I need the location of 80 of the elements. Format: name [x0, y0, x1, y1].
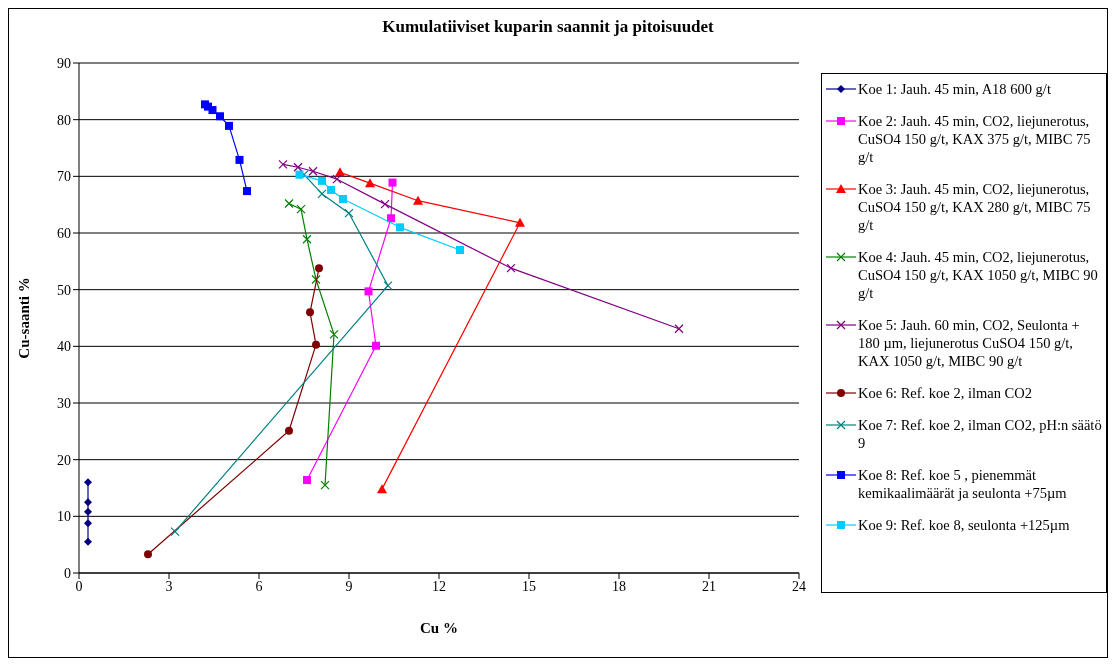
point	[383, 281, 393, 291]
point	[329, 329, 339, 340]
point	[515, 217, 525, 227]
y-tick-label: 40	[57, 339, 71, 355]
point	[308, 166, 318, 176]
point	[387, 214, 395, 223]
point	[303, 476, 311, 485]
x-tick-label: 9	[345, 578, 353, 594]
legend-label: Koe 7: Ref. koe 2, ilman CO2, pH:n säätö 9	[858, 416, 1102, 452]
y-tick-label: 90	[57, 55, 71, 71]
legend-label: Koe 9: Ref. koe 8, seulonta +125µm	[858, 516, 1070, 534]
point	[318, 176, 326, 185]
legend-label: Koe 6: Ref. koe 2, ilman CO2	[858, 384, 1032, 402]
point	[506, 263, 516, 273]
y-tick-label: 50	[57, 282, 71, 298]
legend-label: Koe 5: Jauh. 60 min, CO2, Seulonta + 180 µm, liejunerotus CuSO4 150 g/t, KAX 1050 g/t, MIBC 90 g/t	[858, 316, 1081, 370]
y-tick-label: 60	[57, 225, 71, 241]
point	[388, 178, 397, 187]
point	[84, 519, 92, 528]
point	[365, 178, 375, 188]
point	[284, 198, 294, 209]
point	[170, 527, 180, 537]
y-axis-title: Cu-saanti %	[16, 277, 33, 359]
point	[335, 167, 345, 177]
point	[377, 484, 387, 494]
point	[243, 187, 251, 196]
point	[344, 208, 354, 218]
y-tick-label: 0	[64, 565, 71, 581]
point	[364, 287, 373, 296]
x-tick-label: 6	[255, 578, 263, 594]
point	[315, 264, 323, 273]
point	[208, 106, 217, 115]
x-tick-label: 24	[792, 578, 806, 594]
point	[372, 341, 380, 350]
point	[299, 170, 309, 180]
x-tick-label: 15	[522, 578, 536, 594]
point	[311, 274, 321, 285]
point	[296, 204, 306, 214]
legend-label: Koe 8: Ref. koe 5 , pienemmät kemikaalimäärät ja seulonta +75µm	[858, 466, 1068, 502]
point	[674, 324, 684, 334]
point	[306, 308, 314, 317]
point	[84, 498, 92, 507]
y-tick-label: 80	[57, 112, 71, 128]
point	[327, 185, 335, 194]
x-tick-label: 0	[75, 578, 83, 594]
point	[278, 159, 288, 170]
point	[339, 195, 347, 203]
chart-title: Kumulatiiviset kuparin saannit ja pitoisuudet	[381, 17, 715, 37]
point	[295, 170, 304, 179]
point	[302, 234, 312, 244]
point	[225, 121, 233, 130]
point	[456, 246, 464, 254]
x-axis-title: Cu %	[420, 620, 458, 636]
point	[84, 478, 92, 487]
point	[332, 174, 342, 184]
legend-label: Koe 1: Jauh. 45 min, A18 600 g/t	[858, 80, 1051, 98]
point	[320, 480, 330, 490]
point	[293, 162, 303, 172]
point	[84, 507, 92, 516]
point	[380, 199, 390, 209]
x-tick-label: 12	[432, 578, 446, 594]
y-tick-label: 30	[57, 395, 71, 411]
point	[144, 550, 152, 559]
point	[285, 426, 293, 435]
point	[84, 537, 92, 546]
legend-label: Koe 3: Jauh. 45 min, CO2, liejunerotus, CuSO4 150 g/t, KAX 280 g/t, MIBC 75 g/t	[858, 180, 1092, 234]
x-tick-label: 21	[702, 578, 716, 594]
point	[317, 189, 327, 199]
point	[216, 112, 224, 121]
x-tick-label: 18	[612, 578, 626, 594]
point	[235, 155, 244, 164]
x-tick-label: 3	[165, 578, 173, 594]
y-tick-label: 10	[57, 509, 71, 525]
point	[413, 195, 423, 205]
legend-label: Koe 2: Jauh. 45 min, CO2, liejunerotus, CuSO4 150 g/t, KAX 375 g/t, MIBC 75 g/t	[858, 112, 1092, 166]
point	[312, 340, 320, 349]
point	[396, 223, 404, 232]
legend-label: Koe 4: Jauh. 45 min, CO2, liejunerotus, CuSO4 150 g/t, KAX 1050 g/t, MIBC 90 g/t	[858, 248, 1099, 302]
y-tick-label: 20	[57, 452, 71, 468]
y-tick-label: 70	[57, 169, 71, 185]
